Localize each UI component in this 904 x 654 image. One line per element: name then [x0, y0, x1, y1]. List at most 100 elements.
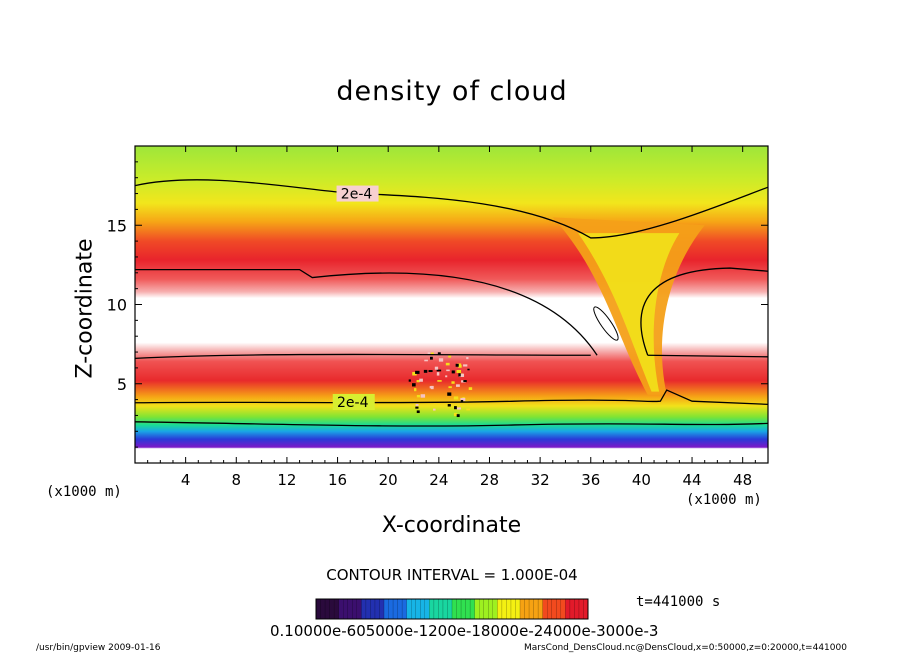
colorbar-cell	[479, 599, 484, 619]
colorbar-label: 0.10000e-605000e-1200e-18000e-24000e-300…	[270, 622, 658, 640]
turbulence-speck	[435, 367, 438, 370]
colorbar-cell	[457, 599, 462, 619]
turbulence-speck	[466, 409, 470, 411]
contour-interval: CONTOUR INTERVAL = 1.000E-04	[0, 566, 904, 584]
colorbar-cell	[461, 599, 466, 619]
x-tick-label: 48	[733, 471, 752, 489]
colorbar-cell	[561, 599, 566, 619]
turbulence-speck	[467, 369, 469, 371]
colorbar-cell	[520, 599, 525, 619]
turbulence-speck	[463, 364, 467, 366]
turbulence-speck	[448, 386, 451, 388]
colorbar-cell	[534, 599, 539, 619]
turbulence-speck	[446, 363, 450, 366]
colorbar-cell	[493, 599, 498, 619]
chart-title: density of cloud	[0, 76, 904, 107]
colorbar-cell	[398, 599, 403, 619]
x-tick-label: 40	[632, 471, 651, 489]
colorbar-cell	[470, 599, 475, 619]
colorbar-cell	[488, 599, 493, 619]
turbulence-speck	[437, 380, 441, 382]
x-axis-label: X-coordinate	[135, 513, 768, 538]
turbulence-speck	[458, 373, 460, 376]
colorbar-cell	[447, 599, 452, 619]
turbulence-speck	[415, 407, 418, 409]
x-tick-label: 16	[328, 471, 347, 489]
turbulence-speck	[445, 375, 447, 377]
turbulence-speck	[416, 404, 419, 406]
x-unit-left: (x1000 m)	[46, 484, 122, 500]
colorbar-cell	[475, 599, 480, 619]
footer-right: MarsCond_DensCloud.nc@DensCloud,x=0:5000…	[524, 643, 847, 653]
colorbar-cell	[502, 599, 507, 619]
colorbar-cell	[552, 599, 557, 619]
y-tick-label: 5	[117, 375, 127, 394]
x-tick-label: 20	[379, 471, 398, 489]
colorbar-cell	[379, 599, 384, 619]
turbulence-speck	[437, 372, 440, 375]
turbulence-speck	[424, 360, 428, 362]
y-tick-label: 10	[107, 296, 127, 315]
colorbar-cell	[538, 599, 543, 619]
turbulence-speck	[456, 364, 459, 367]
colorbar-cell	[420, 599, 425, 619]
turbulence-speck	[457, 407, 461, 409]
turbulence-speck	[452, 370, 455, 373]
colorbar-cell	[511, 599, 516, 619]
turbulence-speck	[454, 396, 458, 399]
turbulence-speck	[428, 352, 430, 354]
turbulence-speck	[430, 357, 433, 360]
colorbar-cell	[579, 599, 584, 619]
colorbar-cell	[384, 599, 389, 619]
contour-label: 2e-4	[337, 395, 369, 411]
colorbar-cell	[325, 599, 330, 619]
colorbar-cell	[529, 599, 534, 619]
colorbar-cell	[547, 599, 552, 619]
turbulence-speck	[446, 370, 449, 372]
colorbar-cell	[375, 599, 380, 619]
turbulence-speck	[448, 356, 451, 358]
colorbar-cell	[393, 599, 398, 619]
colorbar-cell	[343, 599, 348, 619]
colorbar-cell	[411, 599, 416, 619]
colorbar-cell	[438, 599, 443, 619]
x-tick-label: 44	[682, 471, 701, 489]
x-tick-label: 8	[232, 471, 242, 489]
turbulence-speck	[429, 370, 433, 372]
turbulence-speck	[463, 380, 466, 382]
colorbar-cell	[574, 599, 579, 619]
footer-left: /usr/bin/gpview 2009-01-16	[36, 643, 160, 653]
colorbar-cell	[361, 599, 366, 619]
y-tick-label: 15	[107, 216, 127, 235]
turbulence-speck	[409, 379, 411, 381]
turbulence-speck	[451, 381, 454, 383]
colorbar-cell	[565, 599, 570, 619]
x-tick-label: 28	[480, 471, 499, 489]
turbulence-speck	[417, 395, 420, 397]
turbulence-speck	[469, 387, 472, 390]
turbulence-speck	[431, 386, 434, 389]
colorbar-cell	[389, 599, 394, 619]
turbulence-speck	[447, 392, 451, 395]
colorbar-cell	[402, 599, 407, 619]
turbulence-speck	[414, 388, 416, 391]
colorbar-cell	[506, 599, 511, 619]
turbulence-speck	[448, 404, 451, 407]
colorbar-cell	[352, 599, 357, 619]
x-tick-label: 36	[581, 471, 600, 489]
colorbar-cell	[515, 599, 520, 619]
colorbar-cell	[570, 599, 575, 619]
turbulence-speck	[454, 406, 457, 409]
x-unit-right: (x1000 m)	[686, 492, 762, 508]
turbulence-speck	[415, 371, 419, 374]
colorbar-cell	[466, 599, 471, 619]
density-field	[135, 146, 768, 463]
y-axis-label: Z-coordinate	[73, 184, 98, 434]
turbulence-speck	[417, 410, 420, 413]
turbulence-speck	[439, 358, 443, 361]
turbulence-speck	[412, 383, 416, 386]
turbulence-speck	[417, 380, 420, 382]
colorbar-cell	[497, 599, 502, 619]
colorbar-cell	[443, 599, 448, 619]
contour-label: 2e-4	[341, 187, 373, 203]
